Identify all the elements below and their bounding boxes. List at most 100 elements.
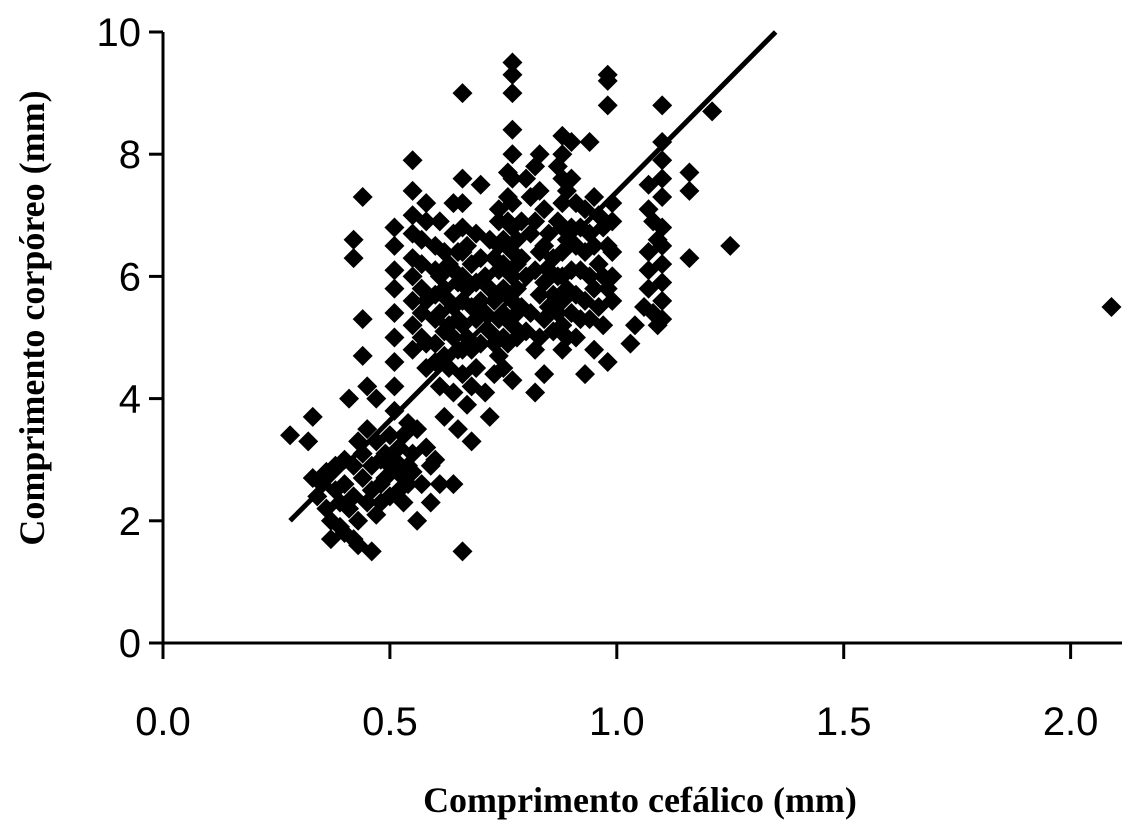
data-point — [597, 95, 618, 116]
data-point — [457, 394, 478, 415]
data-point — [402, 461, 423, 482]
data-point — [452, 541, 473, 562]
data-point — [652, 272, 673, 293]
data-point — [652, 217, 673, 238]
data-point — [402, 315, 423, 336]
data-point — [343, 248, 364, 269]
data-point — [593, 315, 614, 336]
data-point — [479, 406, 500, 427]
data-point — [679, 180, 700, 201]
data-point — [384, 327, 405, 348]
data-point — [452, 168, 473, 189]
data-point — [339, 388, 360, 409]
data-point — [584, 186, 605, 207]
x-tick-label: 1.5 — [816, 700, 872, 744]
data-point — [679, 162, 700, 183]
data-point — [579, 131, 600, 152]
data-point — [280, 425, 301, 446]
data-point — [302, 406, 323, 427]
data-point — [384, 260, 405, 281]
x-tick-label: 0.0 — [135, 700, 191, 744]
data-point — [502, 168, 523, 189]
data-point — [357, 376, 378, 397]
data-point — [470, 174, 491, 195]
data-point — [452, 193, 473, 214]
data-point — [597, 70, 618, 91]
data-point — [565, 327, 586, 348]
data-point — [402, 180, 423, 201]
data-point — [511, 248, 532, 269]
data-point — [457, 235, 478, 256]
data-point — [502, 370, 523, 391]
data-point — [620, 333, 641, 354]
data-point — [343, 229, 364, 250]
data-point — [584, 278, 605, 299]
axis-ticks: 0 2 4 6 8 10 0.0 0.5 1.0 1.5 2.0 — [97, 11, 1099, 744]
data-point — [679, 248, 700, 269]
data-point — [470, 333, 491, 354]
data-point — [497, 235, 518, 256]
data-point — [384, 400, 405, 421]
data-point — [470, 248, 491, 269]
x-axis-title: Comprimento cefálico (mm) — [423, 780, 857, 820]
x-tick-label: 2.0 — [1043, 700, 1099, 744]
data-point — [416, 211, 437, 232]
data-point — [497, 162, 518, 183]
data-point — [447, 419, 468, 440]
x-tick-label: 1.0 — [589, 700, 645, 744]
data-point — [575, 364, 596, 385]
data-point — [534, 364, 555, 385]
data-point — [525, 260, 546, 281]
data-point — [379, 425, 400, 446]
data-point — [407, 419, 428, 440]
data-point — [652, 131, 673, 152]
y-tick-label: 6 — [119, 255, 141, 299]
data-point — [534, 199, 555, 220]
data-point — [407, 510, 428, 531]
data-point — [352, 309, 373, 330]
data-point — [511, 211, 532, 232]
data-point — [429, 211, 450, 232]
data-point — [366, 388, 387, 409]
data-point — [357, 419, 378, 440]
data-point — [402, 266, 423, 287]
data-point — [402, 150, 423, 171]
data-point — [352, 186, 373, 207]
data-point — [720, 235, 741, 256]
data-point — [561, 131, 582, 152]
data-point — [497, 309, 518, 330]
x-tick-label: 0.5 — [362, 700, 418, 744]
data-point — [497, 333, 518, 354]
data-point — [425, 333, 446, 354]
data-point — [429, 474, 450, 495]
data-point — [402, 290, 423, 311]
data-point — [652, 290, 673, 311]
data-point — [702, 101, 723, 122]
data-point — [529, 180, 550, 201]
data-point — [384, 351, 405, 372]
data-point — [624, 315, 645, 336]
data-point — [334, 474, 355, 495]
data-point — [384, 235, 405, 256]
data-point — [502, 83, 523, 104]
data-point — [506, 278, 527, 299]
data-point — [1101, 296, 1122, 317]
data-point — [416, 437, 437, 458]
data-point — [443, 474, 464, 495]
data-point — [652, 309, 673, 330]
data-point — [393, 492, 414, 513]
data-point — [348, 510, 369, 531]
data-point — [652, 168, 673, 189]
data-point — [452, 83, 473, 104]
data-point — [652, 95, 673, 116]
data-point — [602, 241, 623, 262]
data-point — [352, 468, 373, 489]
data-point — [461, 431, 482, 452]
data-point — [425, 449, 446, 470]
data-point — [352, 443, 373, 464]
data-point — [384, 303, 405, 324]
data-point — [497, 260, 518, 281]
data-point — [466, 358, 487, 379]
data-point — [493, 358, 514, 379]
